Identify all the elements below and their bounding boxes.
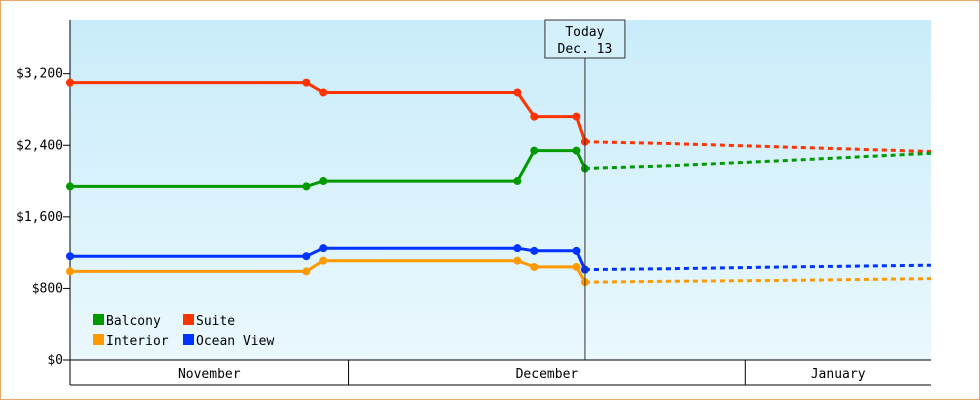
data-point xyxy=(530,246,539,255)
forecast-line xyxy=(584,151,932,170)
series-suite xyxy=(66,78,932,153)
forecast-line xyxy=(584,263,932,272)
data-point xyxy=(302,267,311,276)
data-point xyxy=(66,267,74,276)
plot-area xyxy=(70,20,931,360)
legend-label: Suite xyxy=(196,314,235,329)
data-point xyxy=(302,252,311,261)
data-point xyxy=(319,244,328,253)
y-tick-label: $0 xyxy=(47,353,63,368)
legend-item-balcony: Balcony xyxy=(93,314,161,329)
forecast-line xyxy=(584,277,932,284)
data-point xyxy=(530,112,539,121)
legend-item-ocean-view: Ocean View xyxy=(183,334,274,349)
data-point xyxy=(319,177,328,186)
legend-label: Ocean View xyxy=(196,334,274,349)
series-ocean-view xyxy=(66,244,932,274)
legend-item-interior: Interior xyxy=(93,334,169,349)
y-tick-label: $800 xyxy=(32,281,63,296)
data-point xyxy=(513,244,522,253)
today-date-label: Dec. 13 xyxy=(558,42,613,57)
today-label: Today xyxy=(565,25,604,40)
data-point xyxy=(572,246,581,255)
data-point xyxy=(530,146,539,155)
legend-swatch xyxy=(183,334,194,345)
today-box xyxy=(544,19,626,59)
legend-swatch xyxy=(93,314,104,325)
legend-swatch xyxy=(93,334,104,345)
month-label: December xyxy=(516,367,579,382)
data-point xyxy=(66,182,74,191)
data-point xyxy=(302,78,311,87)
y-tick-label: $3,200 xyxy=(16,67,63,82)
data-point xyxy=(572,146,581,155)
month-label: November xyxy=(178,367,241,382)
data-point xyxy=(319,88,328,97)
legend-label: Interior xyxy=(106,334,169,349)
legend-label: Balcony xyxy=(106,314,161,329)
data-point xyxy=(513,177,522,186)
data-point xyxy=(66,252,74,261)
y-tick-label: $2,400 xyxy=(16,138,63,153)
data-point xyxy=(513,256,522,265)
data-point xyxy=(319,256,328,265)
month-label: January xyxy=(811,367,866,382)
y-tick-label: $1,600 xyxy=(16,210,63,225)
data-point xyxy=(530,262,539,271)
forecast-line xyxy=(584,140,932,153)
legend-swatch xyxy=(183,314,194,325)
data-point xyxy=(572,262,581,271)
legend-item-suite: Suite xyxy=(183,314,235,329)
data-point xyxy=(572,112,581,121)
data-point xyxy=(513,88,522,97)
data-point xyxy=(302,182,311,191)
data-point xyxy=(66,78,74,87)
